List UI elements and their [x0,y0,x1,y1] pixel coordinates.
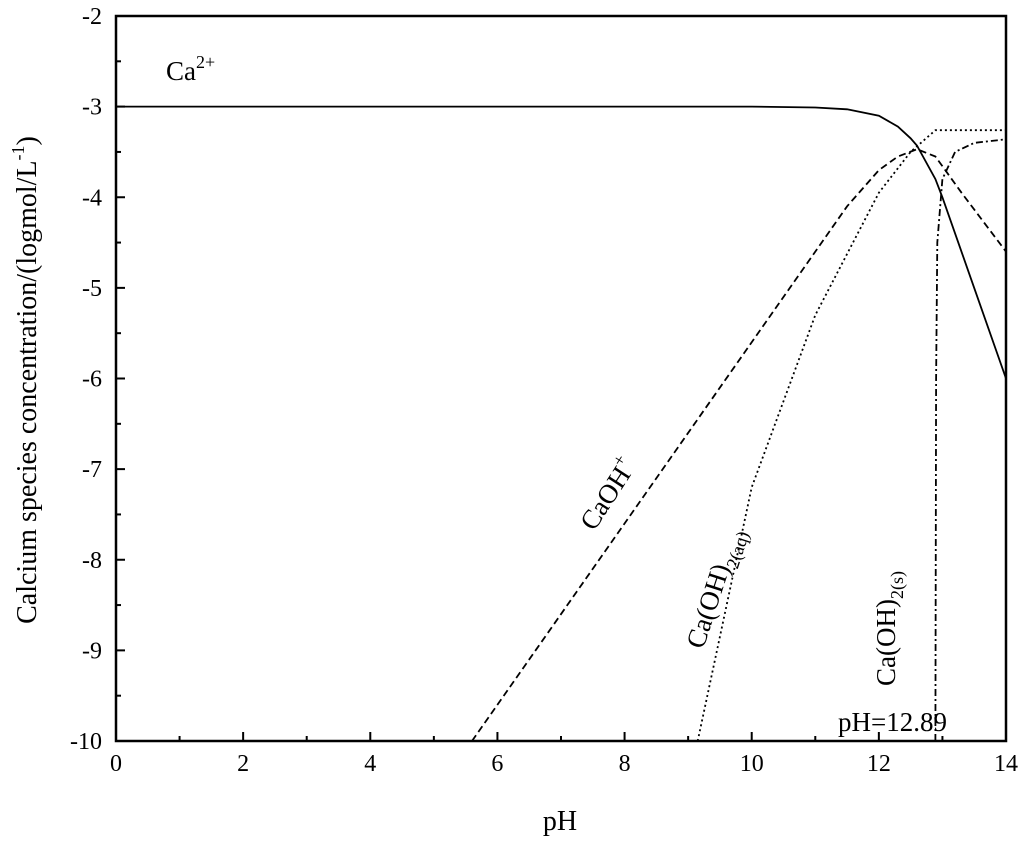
series-line-2 [696,129,1006,742]
x-tick-label: 14 [994,751,1018,777]
axis-ticks: 0 2 4 6 8 10 12 14 -2 -3 -4 -5 -6 -7 -8 -9 -10 [70,4,1018,777]
x-tick-label: 2 [237,751,249,777]
y-tick-label: -2 [82,4,102,30]
y-axis-title: Calcium species concentration/(logmol/L-… [8,136,43,624]
x-tick-label: 6 [491,751,503,777]
label-ph-marker: pH=12.89 [838,707,947,737]
x-tick-label: 0 [110,751,122,777]
y-tick-label: -5 [82,276,102,302]
y-tick-label: -7 [82,457,102,483]
y-axis-title-close: ) [12,136,43,145]
y-tick-label: -4 [82,185,102,211]
y-tick-label: -10 [70,729,102,755]
label-caoh2-s: Ca(OH)2(s) [871,571,908,686]
y-tick-label: -8 [82,548,102,574]
x-tick-label: 8 [619,751,631,777]
y-tick-label: -3 [82,95,102,121]
x-tick-label: 12 [867,751,891,777]
y-axis-title-sup: -1 [8,145,28,160]
y-tick-label: -6 [82,367,102,393]
label-caoh2-aq: Ca(OH)2(aq) [680,524,754,654]
series-line-3 [934,138,1007,742]
x-tick-label: 4 [364,751,376,777]
x-tick-label: 10 [740,751,764,777]
y-tick-label: -9 [82,638,102,664]
series-line-0 [116,105,1007,379]
label-ca2: Ca2+ [166,52,215,86]
y-axis-title-main: Calcium species concentration/(logmol/L [12,160,43,623]
series-line-1 [471,148,1007,742]
series-lines [116,105,1007,742]
label-caoh: CaOH+ [571,450,643,535]
x-axis-title: pH [543,806,577,837]
